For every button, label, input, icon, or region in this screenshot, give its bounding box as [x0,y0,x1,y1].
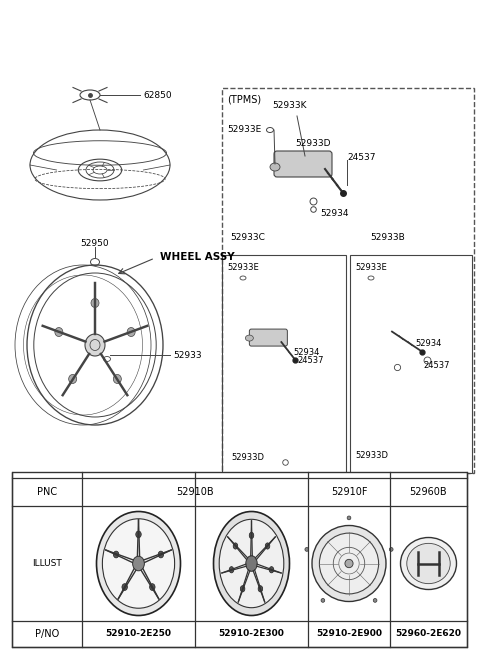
Text: 52933B: 52933B [370,233,405,242]
Ellipse shape [219,519,284,608]
FancyBboxPatch shape [274,151,332,177]
Text: 52934: 52934 [320,210,348,219]
Bar [350,255,472,473]
Ellipse shape [305,548,309,552]
Bar [12,472,467,647]
Text: 52933D: 52933D [355,451,388,460]
Ellipse shape [258,586,263,592]
Ellipse shape [132,556,144,571]
Ellipse shape [319,533,379,594]
Ellipse shape [96,512,180,616]
Ellipse shape [85,334,105,356]
FancyBboxPatch shape [250,329,288,346]
Text: 52934: 52934 [293,348,320,356]
Ellipse shape [345,559,353,568]
Ellipse shape [321,599,325,603]
Text: 52910-2E300: 52910-2E300 [218,629,285,639]
Ellipse shape [245,335,253,341]
Text: 52910-2E250: 52910-2E250 [106,629,171,639]
Ellipse shape [113,551,119,558]
Ellipse shape [249,533,254,538]
Text: 52933D: 52933D [295,138,331,147]
Ellipse shape [91,299,99,307]
Text: ILLUST: ILLUST [32,559,62,568]
Text: 52950: 52950 [81,238,109,248]
Text: 52933E: 52933E [227,263,259,272]
Ellipse shape [122,584,127,590]
Ellipse shape [312,525,386,601]
Ellipse shape [270,163,280,171]
Bar [222,255,346,473]
Text: 24537: 24537 [347,153,375,162]
Ellipse shape [127,328,135,337]
Ellipse shape [389,548,393,552]
Ellipse shape [407,544,450,584]
Ellipse shape [102,519,175,608]
Text: WHEEL ASSY: WHEEL ASSY [160,252,235,262]
Ellipse shape [150,584,155,590]
Text: 52933: 52933 [173,350,202,360]
Ellipse shape [347,516,351,520]
Text: (TPMS): (TPMS) [227,95,261,105]
Ellipse shape [136,531,141,538]
Ellipse shape [233,543,238,549]
Text: 52934: 52934 [415,339,442,348]
Text: 52960B: 52960B [410,487,447,497]
Ellipse shape [246,555,257,571]
Text: 52910-2E900: 52910-2E900 [316,629,382,639]
Ellipse shape [158,551,164,558]
Text: 52933E: 52933E [355,263,387,272]
Text: 52933K: 52933K [273,100,307,109]
Text: P/NO: P/NO [35,629,59,639]
Ellipse shape [55,328,63,337]
Ellipse shape [240,586,245,592]
Ellipse shape [69,375,77,383]
Text: 52910F: 52910F [331,487,367,497]
Text: 52933C: 52933C [230,233,265,242]
Ellipse shape [229,567,234,573]
Text: 52933E: 52933E [227,126,261,134]
Ellipse shape [373,599,377,603]
Ellipse shape [265,543,270,549]
Ellipse shape [269,567,274,573]
Bar [222,88,474,473]
Ellipse shape [400,538,456,590]
Text: 24537: 24537 [298,356,324,365]
Ellipse shape [214,512,289,616]
Ellipse shape [113,375,121,383]
Text: 52960-2E620: 52960-2E620 [396,629,461,639]
Text: 52910B: 52910B [176,487,214,497]
Text: 52933D: 52933D [231,453,264,462]
Text: PNC: PNC [37,487,57,497]
Text: 24537: 24537 [423,361,449,370]
Text: 62850: 62850 [143,90,172,100]
